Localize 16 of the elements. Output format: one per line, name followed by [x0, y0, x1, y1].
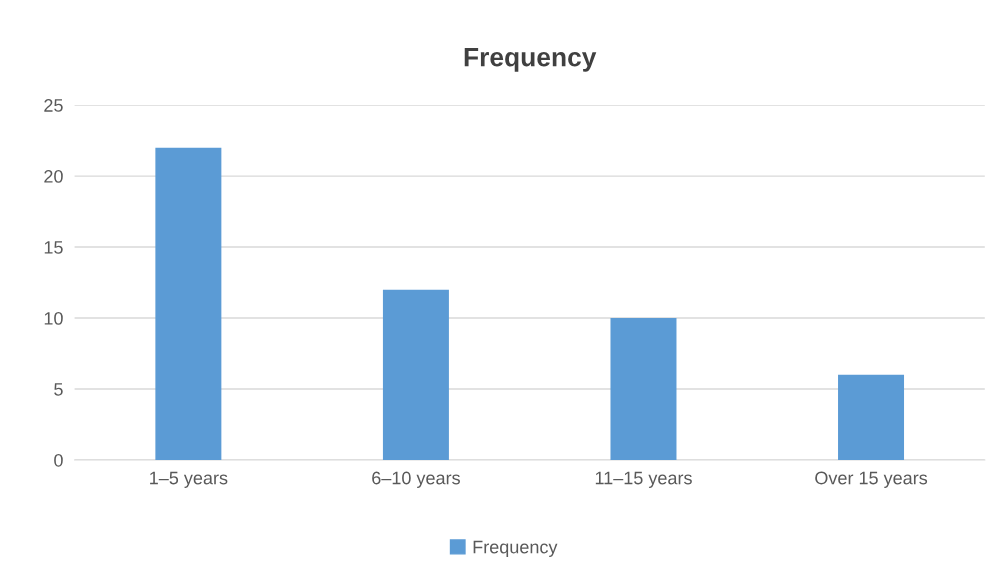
bar: [382, 289, 449, 461]
legend-label: Frequency: [473, 540, 558, 557]
y-tick-label: 20: [44, 170, 63, 183]
y-tick-label: 0: [54, 453, 63, 467]
x-tick-label: 6–10 years: [372, 471, 460, 488]
x-tick-label: 1–5 years: [150, 471, 228, 488]
bar: [838, 374, 905, 461]
bar: [155, 147, 222, 461]
y-tick-label: 25: [44, 99, 63, 112]
chart-title: Frequency: [464, 48, 597, 72]
bar: [610, 318, 677, 461]
x-tick-label: Over 15 years: [815, 471, 928, 488]
y-tick-label: 15: [44, 241, 63, 254]
x-tick-label: 11–15 years: [595, 471, 692, 488]
y-tick-label: 5: [54, 383, 63, 396]
y-tick-label: 10: [44, 311, 63, 325]
